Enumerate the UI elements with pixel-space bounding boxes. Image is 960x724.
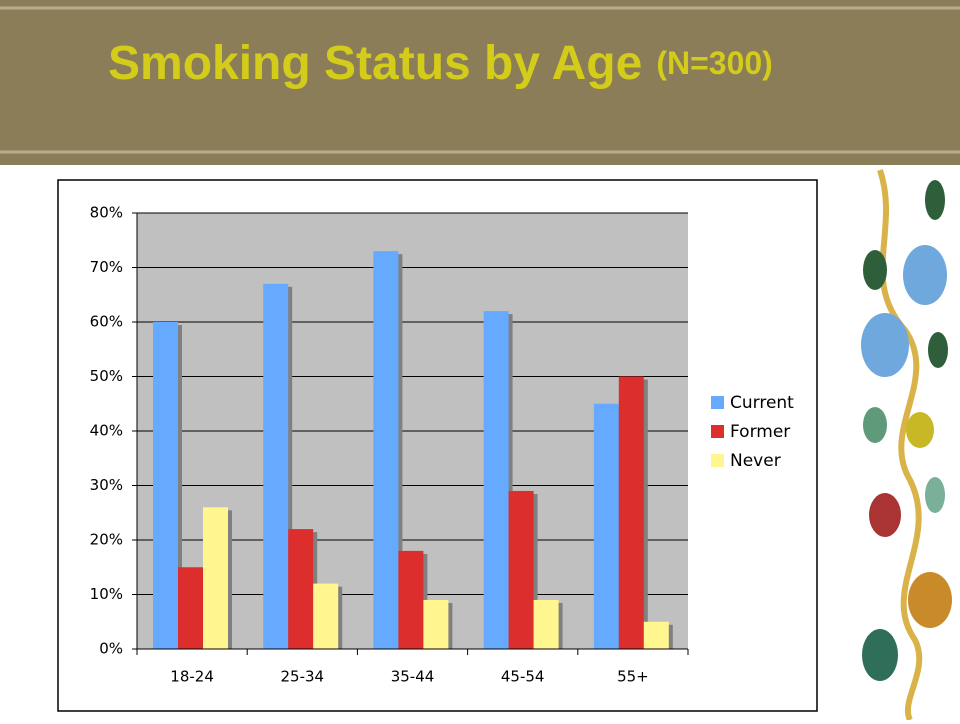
flower <box>869 493 901 537</box>
legend-label: Never <box>730 451 781 471</box>
title-text: Smoking Status by Age <box>108 37 642 90</box>
x-tick-label: 45-54 <box>501 668 545 686</box>
subtitle-text: (N=300) <box>656 45 773 81</box>
flower <box>861 313 909 377</box>
bar <box>483 311 509 649</box>
y-tick-label: 40% <box>90 422 123 440</box>
x-tick-label: 25-34 <box>281 668 325 686</box>
y-tick-label: 80% <box>90 204 123 222</box>
bar <box>643 621 669 649</box>
legend-label: Current <box>730 393 794 413</box>
y-tick-label: 20% <box>90 531 123 549</box>
legend-swatch <box>711 396 724 409</box>
bar <box>508 490 534 649</box>
legend-swatch <box>711 425 724 438</box>
y-tick-label: 0% <box>99 640 123 658</box>
bar <box>263 283 289 649</box>
legend-swatch <box>711 454 724 467</box>
leaf <box>863 407 887 443</box>
leaf <box>863 250 887 290</box>
legend-label: Former <box>730 422 790 442</box>
decoration <box>861 169 952 722</box>
y-tick-label: 60% <box>90 313 123 331</box>
bar <box>593 403 619 649</box>
bar <box>423 599 449 649</box>
bar <box>313 583 339 649</box>
leaf <box>925 180 945 220</box>
y-tick-label: 30% <box>90 476 123 494</box>
flower <box>908 572 952 628</box>
y-tick-label: 10% <box>90 585 123 603</box>
x-tick-label: 55+ <box>617 668 649 686</box>
bar <box>153 322 178 649</box>
bar <box>398 550 424 649</box>
chart-title: Smoking Status by Age (N=300) <box>108 37 773 90</box>
bar <box>288 529 314 649</box>
flower <box>903 245 947 305</box>
bar <box>203 507 228 649</box>
header-band <box>0 0 960 165</box>
leaf <box>928 332 948 368</box>
bar <box>618 376 644 649</box>
y-tick-label: 50% <box>90 367 123 385</box>
leaf <box>862 629 898 681</box>
leaf <box>925 477 945 513</box>
x-tick-label: 35-44 <box>391 668 435 686</box>
bar <box>373 251 399 649</box>
bar <box>533 599 559 649</box>
flower <box>906 412 934 448</box>
x-tick-label: 18-24 <box>170 668 214 686</box>
y-tick-label: 70% <box>90 258 123 276</box>
bar <box>178 567 203 649</box>
